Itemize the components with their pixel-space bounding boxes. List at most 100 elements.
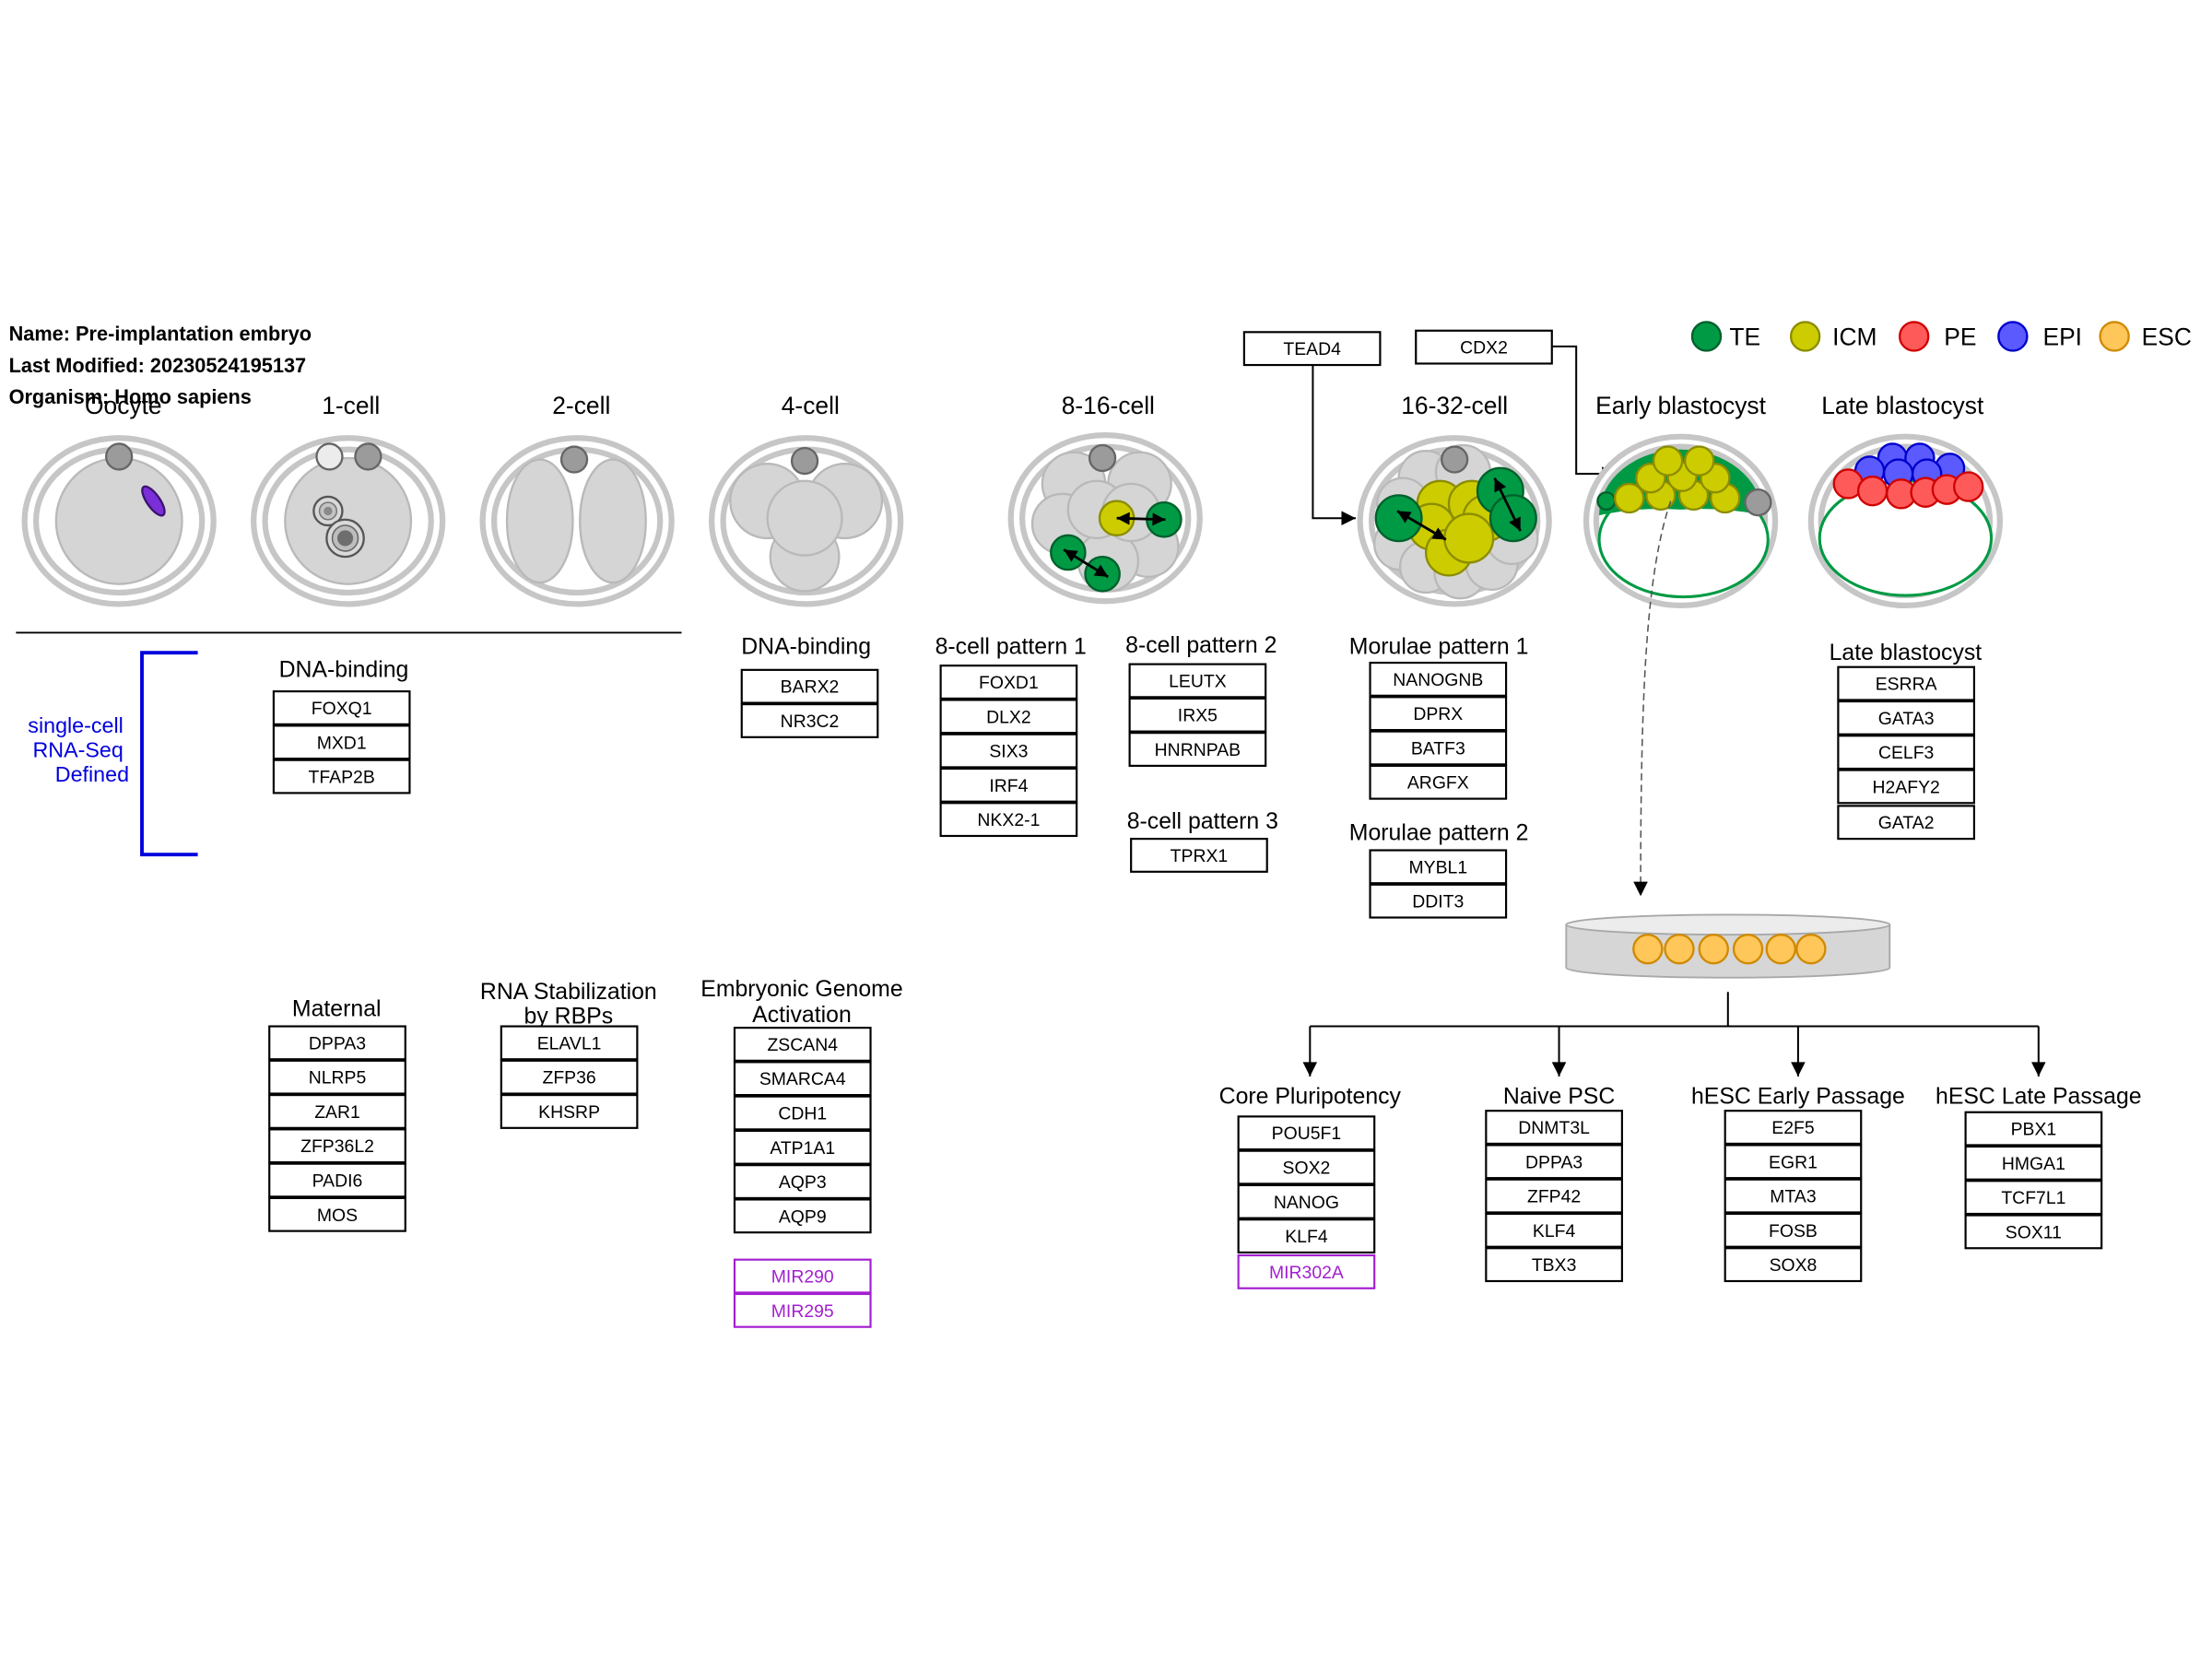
gene-box[interactable]: SMARCA4 [733, 1061, 872, 1097]
gene-box-frame[interactable] [1837, 805, 1976, 841]
gene-box[interactable]: NKX2-1 [939, 802, 1078, 838]
gene-box-frame[interactable] [1128, 697, 1267, 733]
gene-box[interactable]: PADI6 [268, 1162, 406, 1198]
gene-box[interactable]: ATP1A1 [733, 1129, 872, 1165]
gene-box[interactable]: DNMT3L [1485, 1110, 1623, 1145]
gene-box-frame[interactable] [268, 1025, 406, 1061]
gene-box[interactable]: FOXQ1 [272, 690, 411, 725]
gene-box-frame[interactable] [733, 1129, 872, 1165]
gene-box-frame[interactable] [272, 759, 411, 794]
gene-box-frame[interactable] [733, 1292, 872, 1328]
gene-box-frame[interactable] [1237, 1149, 1376, 1185]
gene-box[interactable]: ZFP42 [1485, 1178, 1623, 1214]
gene-box[interactable]: ZFP36 [500, 1059, 639, 1095]
gene-box[interactable]: BARX2 [740, 668, 879, 704]
gene-box-frame[interactable] [1837, 769, 1976, 805]
gene-box-frame[interactable] [268, 1162, 406, 1198]
gene-box[interactable]: DPPA3 [268, 1025, 406, 1061]
gene-box-frame[interactable] [1964, 1180, 2103, 1216]
gene-box-frame[interactable] [733, 1095, 872, 1131]
gene-box[interactable]: POU5F1 [1237, 1115, 1376, 1151]
gene-box-frame[interactable] [500, 1094, 639, 1129]
gene-box-frame[interactable] [1369, 730, 1508, 766]
gene-box-frame[interactable] [1369, 661, 1508, 697]
gene-box[interactable]: EGR1 [1724, 1144, 1863, 1180]
gene-box[interactable]: NANOGNB [1369, 661, 1508, 697]
gene-box[interactable]: GATA2 [1837, 805, 1976, 841]
gene-box-frame[interactable] [268, 1059, 406, 1095]
gene-box[interactable]: NLRP5 [268, 1059, 406, 1095]
gene-box-frame[interactable] [1724, 1212, 1863, 1248]
mirna-box[interactable]: MIR295 [733, 1292, 872, 1328]
gene-box[interactable]: DLX2 [939, 699, 1078, 735]
gene-box-frame[interactable] [500, 1025, 639, 1061]
gene-box[interactable]: DPRX [1369, 696, 1508, 732]
gene-box-frame[interactable] [1128, 663, 1267, 699]
gene-box-frame[interactable] [939, 699, 1078, 735]
gene-box[interactable]: SOX8 [1724, 1247, 1863, 1283]
gene-box-frame[interactable] [733, 1198, 872, 1234]
gene-box[interactable]: DDIT3 [1369, 883, 1508, 919]
gene-box-frame[interactable] [1415, 329, 1553, 365]
gene-box[interactable]: H2AFY2 [1837, 769, 1976, 805]
gene-box-frame[interactable] [733, 1258, 872, 1294]
gene-box[interactable]: DPPA3 [1485, 1144, 1623, 1180]
gene-box[interactable]: KHSRP [500, 1094, 639, 1129]
gene-box-frame[interactable] [740, 703, 879, 738]
gene-box-frame[interactable] [1724, 1110, 1863, 1145]
gene-box-frame[interactable] [1964, 1111, 2103, 1147]
gene-box-frame[interactable] [1369, 883, 1508, 919]
gene-box[interactable]: MXD1 [272, 724, 411, 760]
gene-box-frame[interactable] [733, 1164, 872, 1200]
regulator-tead4[interactable]: TEAD4 [1242, 331, 1382, 367]
gene-box-frame[interactable] [1964, 1145, 2103, 1181]
gene-box-frame[interactable] [1485, 1247, 1623, 1283]
gene-box-frame[interactable] [1237, 1218, 1376, 1254]
gene-box[interactable]: ESRRA [1837, 665, 1976, 701]
gene-box-frame[interactable] [1369, 849, 1508, 885]
gene-box[interactable]: HMGA1 [1964, 1145, 2103, 1181]
gene-box[interactable]: IRF4 [939, 767, 1078, 803]
gene-box[interactable]: ZSCAN4 [733, 1027, 872, 1062]
gene-box-frame[interactable] [500, 1059, 639, 1095]
gene-box[interactable]: KLF4 [1485, 1212, 1623, 1248]
gene-box-frame[interactable] [1724, 1144, 1863, 1180]
gene-box[interactable]: NANOG [1237, 1183, 1376, 1219]
regulator-cdx2[interactable]: CDX2 [1415, 329, 1553, 365]
gene-box[interactable]: GATA3 [1837, 700, 1976, 735]
gene-box[interactable]: NR3C2 [740, 703, 879, 738]
gene-box-frame[interactable] [1485, 1144, 1623, 1180]
gene-box[interactable]: CDH1 [733, 1095, 872, 1131]
gene-box[interactable]: ELAVL1 [500, 1025, 639, 1061]
gene-box[interactable]: HNRNPAB [1128, 732, 1267, 767]
gene-box-frame[interactable] [1837, 735, 1976, 771]
gene-box[interactable]: TFAP2B [272, 759, 411, 794]
gene-box-frame[interactable] [1837, 700, 1976, 735]
gene-box[interactable]: MYBL1 [1369, 849, 1508, 885]
gene-box-frame[interactable] [268, 1094, 406, 1129]
gene-box-frame[interactable] [1724, 1178, 1863, 1214]
gene-box[interactable]: FOSB [1724, 1212, 1863, 1248]
gene-box[interactable]: PBX1 [1964, 1111, 2103, 1147]
gene-box-frame[interactable] [272, 690, 411, 725]
gene-box[interactable]: BATF3 [1369, 730, 1508, 766]
gene-box[interactable]: SIX3 [939, 733, 1078, 769]
gene-box-frame[interactable] [939, 767, 1078, 803]
gene-box-frame[interactable] [1128, 732, 1267, 767]
gene-box-frame[interactable] [1485, 1212, 1623, 1248]
gene-box[interactable]: AQP3 [733, 1164, 872, 1200]
gene-box-frame[interactable] [268, 1196, 406, 1232]
gene-box-frame[interactable] [1837, 665, 1976, 701]
gene-box-frame[interactable] [1485, 1110, 1623, 1145]
gene-box[interactable]: LEUTX [1128, 663, 1267, 699]
gene-box-frame[interactable] [1237, 1253, 1376, 1289]
gene-box[interactable]: TCF7L1 [1964, 1180, 2103, 1216]
gene-box-frame[interactable] [1724, 1247, 1863, 1283]
gene-box[interactable]: IRX5 [1128, 697, 1267, 733]
gene-box-frame[interactable] [733, 1061, 872, 1097]
gene-box-frame[interactable] [1237, 1115, 1376, 1151]
gene-box[interactable]: TBX3 [1485, 1247, 1623, 1283]
gene-box[interactable]: TPRX1 [1130, 838, 1268, 873]
gene-box[interactable]: ZAR1 [268, 1094, 406, 1129]
gene-box[interactable]: MOS [268, 1196, 406, 1232]
